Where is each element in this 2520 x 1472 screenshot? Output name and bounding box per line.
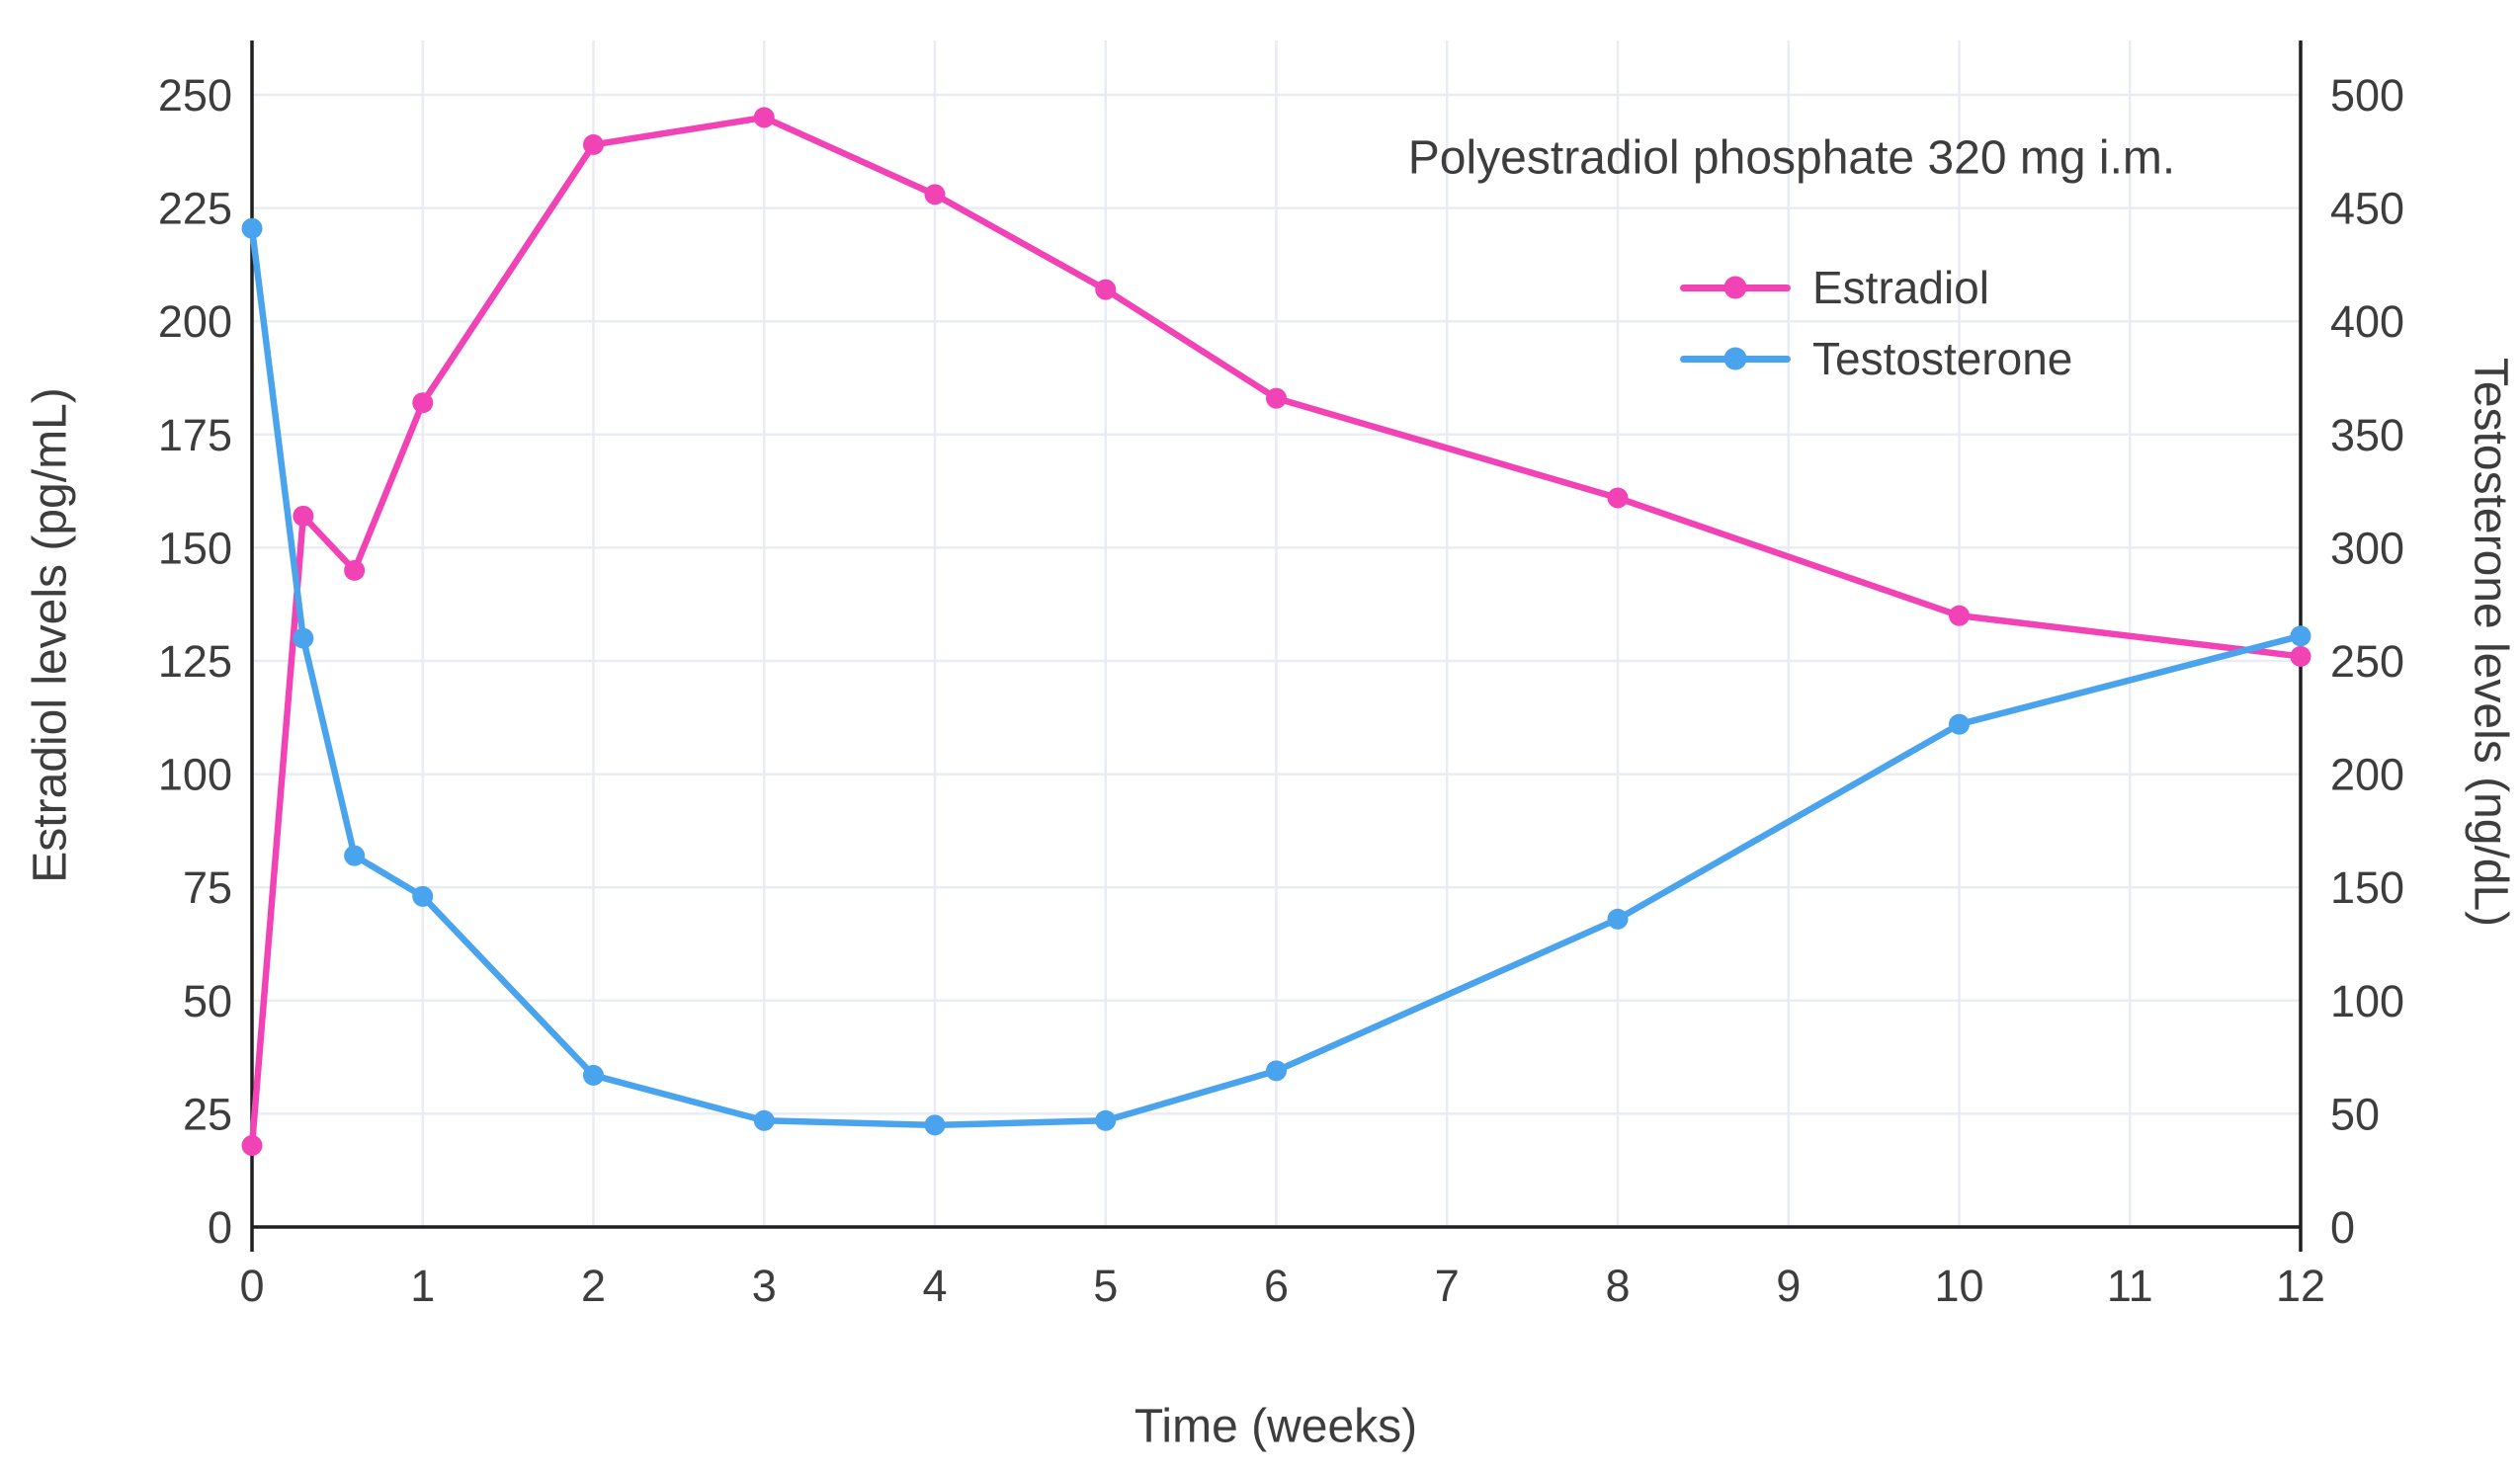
left-tick-label: 225: [158, 184, 232, 234]
right-tick-label: 350: [2330, 410, 2404, 460]
data-point-estradiol: [1095, 279, 1117, 300]
data-point-estradiol: [412, 392, 434, 414]
right-tick-label: 250: [2330, 636, 2404, 687]
x-tick-label: 4: [922, 1261, 947, 1311]
data-point-estradiol: [241, 1134, 263, 1156]
data-point-testosterone: [1266, 1060, 1287, 1082]
data-point-testosterone: [583, 1064, 604, 1086]
estradiol-line-swatch: [1680, 276, 1791, 299]
data-point-testosterone: [344, 845, 366, 866]
x-tick-label: 0: [239, 1261, 264, 1311]
x-tick-label: 5: [1093, 1261, 1118, 1311]
left-tick-label: 250: [158, 70, 232, 121]
data-point-estradiol: [293, 505, 314, 527]
right-tick-label: 150: [2330, 862, 2404, 913]
series-line-estradiol: [248, 114, 2305, 1149]
right-tick-label: 50: [2330, 1089, 2380, 1139]
data-point-estradiol: [924, 184, 946, 205]
data-point-estradiol: [1266, 387, 1287, 409]
estradiol-marker-icon: [1723, 276, 1747, 299]
legend-label-estradiol: Estradiol: [1812, 262, 1989, 313]
x-tick-label: 10: [1934, 1261, 1983, 1311]
data-point-testosterone: [293, 627, 314, 649]
data-point-testosterone: [753, 1109, 775, 1131]
data-point-testosterone: [2290, 625, 2311, 647]
left-tick-label: 200: [158, 296, 232, 347]
x-tick-label: 12: [2276, 1261, 2325, 1311]
left-tick-label: 50: [183, 976, 232, 1026]
x-tick-label: 8: [1605, 1261, 1630, 1311]
data-point-estradiol: [1949, 605, 1970, 626]
right-tick-label: 300: [2330, 523, 2404, 573]
data-point-testosterone: [924, 1114, 946, 1136]
left-axis-title: Estradiol levels (pg/mL): [24, 387, 77, 883]
right-tick-label: 450: [2330, 184, 2404, 234]
data-point-estradiol: [1607, 487, 1629, 509]
left-tick-label: 0: [208, 1202, 232, 1253]
legend-label-testosterone: Testosterone: [1812, 333, 2073, 384]
x-tick-label: 3: [752, 1261, 777, 1311]
right-tick-label: 0: [2330, 1202, 2355, 1253]
x-tick-label: 7: [1435, 1261, 1460, 1311]
legend-item-testosterone[interactable]: Testosterone: [1680, 323, 2072, 394]
data-point-estradiol: [583, 133, 604, 155]
left-tick-label: 125: [158, 636, 232, 687]
x-tick-label: 11: [2107, 1261, 2153, 1311]
x-axis-title: Time (weeks): [1134, 1400, 1418, 1453]
series-line-testosterone: [248, 224, 2305, 1129]
right-tick-label: 500: [2330, 70, 2404, 121]
data-point-estradiol: [753, 107, 775, 128]
left-tick-label: 100: [158, 750, 232, 800]
testosterone-marker-icon: [1723, 347, 1747, 370]
legend: Estradiol Testosterone: [1680, 252, 2072, 394]
testosterone-line-swatch: [1680, 347, 1791, 370]
x-tick-label: 6: [1264, 1261, 1289, 1311]
data-point-estradiol: [2290, 645, 2311, 667]
left-tick-label: 175: [158, 410, 232, 460]
data-point-testosterone: [1949, 713, 1970, 735]
left-tick-label: 25: [183, 1089, 232, 1139]
x-tick-label: 1: [410, 1261, 435, 1311]
data-point-estradiol: [344, 559, 366, 581]
right-tick-label: 200: [2330, 750, 2404, 800]
data-point-testosterone: [412, 885, 434, 907]
chart-annotation: Polyestradiol phosphate 320 mg i.m.: [1407, 131, 2176, 185]
data-point-testosterone: [1607, 908, 1629, 930]
right-tick-label: 400: [2330, 296, 2404, 347]
data-point-testosterone: [241, 217, 263, 239]
x-tick-label: 9: [1776, 1261, 1801, 1311]
right-axis-title: Testosterone levels (ng/dL): [2464, 357, 2517, 928]
left-tick-label: 150: [158, 523, 232, 573]
data-point-testosterone: [1095, 1109, 1117, 1131]
legend-item-estradiol[interactable]: Estradiol: [1680, 252, 2072, 323]
right-tick-label: 100: [2330, 976, 2404, 1026]
x-tick-label: 2: [581, 1261, 606, 1311]
left-tick-label: 75: [183, 862, 232, 913]
